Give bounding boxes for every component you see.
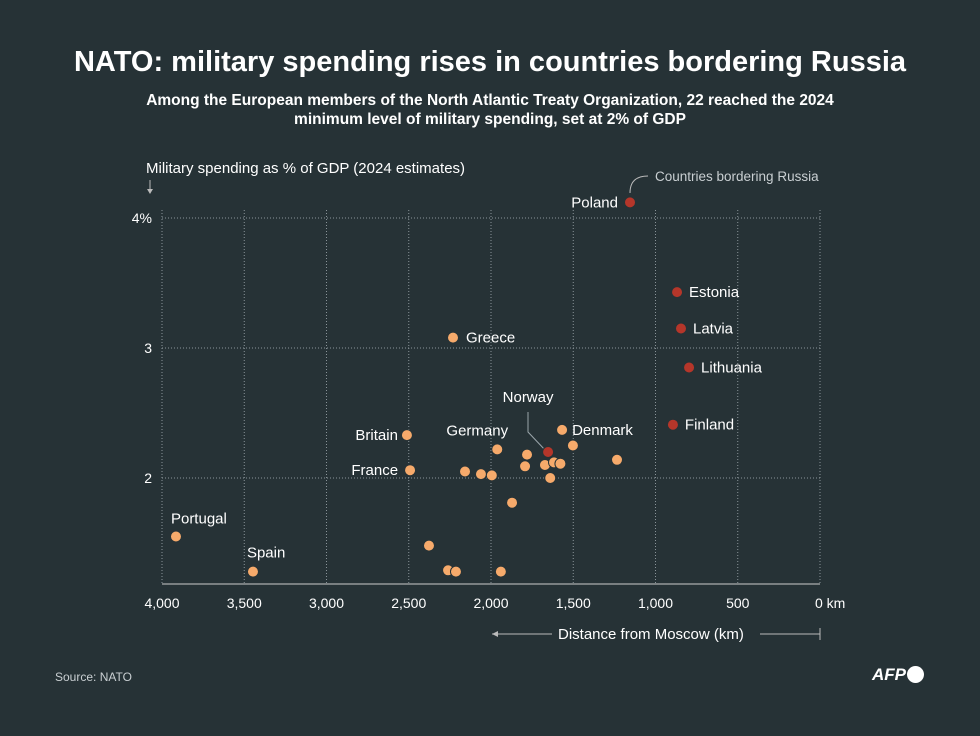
y-tick-label: 4% xyxy=(132,210,152,226)
x-tick-label: 2,500 xyxy=(391,595,426,611)
data-point xyxy=(554,457,567,470)
data-point-latvia xyxy=(674,322,687,335)
afp-logo: AFP xyxy=(872,665,924,685)
y-arrow-icon xyxy=(147,180,153,194)
point-label-germany: Germany xyxy=(446,422,508,439)
data-point-lithuania xyxy=(683,361,696,374)
y-tick-label: 3 xyxy=(144,340,152,356)
point-label-finland: Finland xyxy=(685,417,734,434)
data-point-france xyxy=(404,464,417,477)
point-label-norway: Norway xyxy=(503,389,554,406)
point-label-denmark: Denmark xyxy=(572,422,633,439)
data-point-estonia xyxy=(671,286,684,299)
x-axis-label: Distance from Moscow (km) xyxy=(558,626,744,643)
x-tick-label: 2,000 xyxy=(473,595,508,611)
x-tick-label: 3,000 xyxy=(309,595,344,611)
data-point xyxy=(519,460,532,473)
data-point xyxy=(611,453,624,466)
data-point xyxy=(566,439,579,452)
data-point xyxy=(494,565,507,578)
point-label-britain: Britain xyxy=(355,427,398,444)
data-point-greece xyxy=(447,331,460,344)
point-label-spain: Spain xyxy=(247,545,285,562)
norway-leader-line xyxy=(527,412,547,452)
data-point-portugal xyxy=(169,530,182,543)
point-label-poland: Poland xyxy=(571,194,618,211)
source-note: Source: NATO xyxy=(55,670,132,684)
point-label-estonia: Estonia xyxy=(689,284,740,301)
x-axis-title: Distance from Moscow (km) xyxy=(492,626,821,643)
x-tick-label: 1,000 xyxy=(638,595,673,611)
data-point-germany xyxy=(491,443,504,456)
data-point xyxy=(474,468,487,481)
chart-title: NATO: military spending rises in countri… xyxy=(73,46,907,78)
data-point-spain xyxy=(246,565,259,578)
legend: Countries bordering Russia xyxy=(629,169,819,194)
data-point-poland xyxy=(624,196,637,209)
data-point-finland xyxy=(666,418,679,431)
point-label-lithuania: Lithuania xyxy=(701,360,763,377)
point-label-portugal: Portugal xyxy=(171,511,227,528)
point-label-latvia: Latvia xyxy=(693,321,734,338)
x-tick-label: 4,000 xyxy=(144,595,179,611)
data-point xyxy=(544,472,557,484)
data-point xyxy=(521,448,534,461)
data-point-norway xyxy=(542,446,555,458)
point-label-france: France xyxy=(351,462,398,479)
data-point xyxy=(422,539,435,552)
data-point-britain xyxy=(400,429,413,442)
data-point xyxy=(449,565,462,578)
data-point xyxy=(506,496,519,509)
point-label-greece: Greece xyxy=(466,330,515,347)
chart-subtitle: Among the European members of the North … xyxy=(146,92,834,128)
y-tick-label: 2 xyxy=(144,470,152,486)
y-axis-label: Military spending as % of GDP (2024 esti… xyxy=(146,160,465,177)
x-tick-label: 3,500 xyxy=(227,595,262,611)
x-tick-label: 500 xyxy=(726,595,750,611)
x-tick-label: 0 km xyxy=(815,595,845,611)
data-point xyxy=(485,469,498,482)
legend-label: Countries bordering Russia xyxy=(655,169,819,184)
x-tick-label: 1,500 xyxy=(556,595,591,611)
data-point-denmark xyxy=(556,423,569,436)
data-point xyxy=(459,465,472,478)
